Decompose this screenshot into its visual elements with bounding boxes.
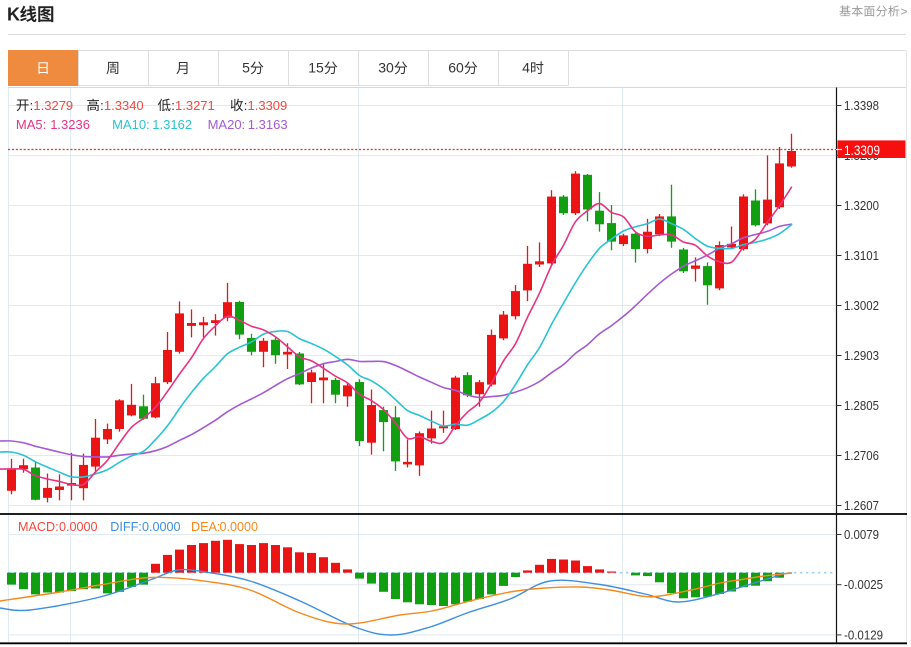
svg-text:1.2903: 1.2903 xyxy=(844,348,879,363)
svg-text:1.3271: 1.3271 xyxy=(175,98,215,113)
svg-text:MA10:: MA10: xyxy=(112,117,150,132)
svg-text:0.0000: 0.0000 xyxy=(142,520,181,534)
svg-text:1.3340: 1.3340 xyxy=(104,98,144,113)
svg-text:DEA:: DEA: xyxy=(191,520,220,534)
svg-text:-0.0129: -0.0129 xyxy=(844,627,883,642)
svg-text:5: 5 xyxy=(242,60,250,76)
svg-text:60: 60 xyxy=(448,60,464,76)
svg-text:1.3398: 1.3398 xyxy=(844,98,879,113)
svg-text:0.0000: 0.0000 xyxy=(59,520,98,534)
svg-text:1.3162: 1.3162 xyxy=(152,117,192,132)
svg-text:15: 15 xyxy=(308,60,324,76)
svg-text:1.3200: 1.3200 xyxy=(844,198,879,213)
svg-text:30: 30 xyxy=(378,60,394,76)
svg-text:1.3236: 1.3236 xyxy=(50,117,90,132)
svg-text::: : xyxy=(171,98,175,113)
svg-text:MACD:: MACD: xyxy=(18,520,59,534)
svg-text::: : xyxy=(244,98,248,113)
svg-text:MA20:: MA20: xyxy=(208,117,246,132)
svg-text:>: > xyxy=(901,5,908,19)
svg-text:4: 4 xyxy=(522,60,530,76)
svg-text:MA5:: MA5: xyxy=(16,117,46,132)
svg-text:1.3101: 1.3101 xyxy=(844,248,879,263)
svg-text:1.2706: 1.2706 xyxy=(844,448,879,463)
svg-text:0.0079: 0.0079 xyxy=(844,527,879,542)
svg-text:DIFF:: DIFF: xyxy=(110,520,141,534)
svg-text:1.3309: 1.3309 xyxy=(844,143,880,158)
svg-text:1.3002: 1.3002 xyxy=(844,298,879,313)
svg-text:1.3279: 1.3279 xyxy=(33,98,73,113)
svg-text::: : xyxy=(30,98,34,113)
svg-text::: : xyxy=(100,98,104,113)
svg-text:1.3309: 1.3309 xyxy=(248,98,288,113)
svg-text:-0.0025: -0.0025 xyxy=(844,577,883,592)
svg-text:1.3163: 1.3163 xyxy=(248,117,288,132)
svg-text:0.0000: 0.0000 xyxy=(220,520,259,534)
svg-text:1.2607: 1.2607 xyxy=(844,498,879,513)
svg-text:K: K xyxy=(7,5,20,25)
svg-text:1.2805: 1.2805 xyxy=(844,398,879,413)
